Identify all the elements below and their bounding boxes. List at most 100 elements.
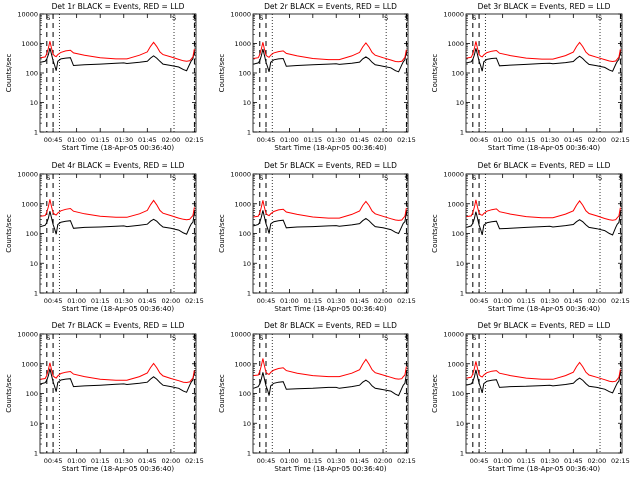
- saa-marker-label: S: [404, 14, 408, 22]
- chart-panel-1r: Det 1r BLACK = Events, RED = LLD 1 10 100 10…: [5, 2, 204, 152]
- x-tick-label: 00:45: [44, 297, 63, 305]
- saa-marker-label: S: [598, 14, 602, 22]
- x-tick-label: 01:15: [517, 457, 536, 465]
- series-line-events: [466, 211, 621, 236]
- x-tick-label: 01:30: [114, 457, 133, 465]
- x-tick-label: 01:30: [327, 457, 346, 465]
- y-axis-label: Counts/sec: [431, 214, 439, 253]
- y-axis-label: Counts/sec: [218, 54, 226, 93]
- chart-title: Det 1r BLACK = Events, RED = LLD: [52, 2, 185, 11]
- x-tick-label: 00:45: [257, 457, 276, 465]
- x-tick-label: 01:45: [350, 457, 369, 465]
- x-tick-label: 00:45: [470, 297, 489, 305]
- x-axis-label: Start Time (18-Apr-05 00:36:40): [488, 144, 600, 152]
- series-line-events: [253, 210, 407, 235]
- x-tick-label: 02:00: [588, 297, 607, 305]
- plot-frame: [39, 333, 197, 454]
- x-tick-label: 01:30: [540, 457, 559, 465]
- plot-frame: [252, 173, 409, 294]
- y-tick-label: 1: [34, 450, 38, 458]
- x-tick-label: 02:15: [611, 297, 630, 305]
- series-line-events: [253, 48, 407, 73]
- y-tick-label: 1: [460, 450, 464, 458]
- series-line-events: [466, 369, 621, 394]
- x-tick-label: 02:15: [397, 136, 416, 144]
- x-tick-label: 01:15: [91, 136, 110, 144]
- y-tick-label: 10000: [443, 11, 464, 19]
- y-tick-label: 100: [452, 230, 464, 238]
- y-tick-label: 1: [247, 129, 251, 137]
- x-tick-label: 02:00: [162, 457, 181, 465]
- x-tick-label: 01:00: [67, 136, 86, 144]
- y-tick-label: 1: [460, 129, 464, 137]
- series-line-events: [40, 211, 195, 235]
- y-tick-label: 10: [243, 99, 251, 107]
- x-axis-label: Start Time (18-Apr-05 00:36:40): [62, 144, 174, 152]
- x-tick-label: 02:00: [162, 136, 181, 144]
- y-tick-label: 1000: [234, 360, 251, 368]
- plot-frame: [465, 333, 623, 454]
- x-tick-label: 01:45: [564, 297, 583, 305]
- x-tick-label: 01:15: [517, 297, 536, 305]
- y-tick-label: 10000: [443, 171, 464, 179]
- y-axis-label: Counts/sec: [5, 374, 13, 413]
- x-tick-label: 01:15: [303, 136, 322, 144]
- x-tick-label: 01:15: [91, 457, 110, 465]
- x-axis-label: Start Time (18-Apr-05 00:36:40): [274, 144, 386, 152]
- saa-marker-label: S: [192, 14, 196, 22]
- saa-marker-label: S: [259, 174, 263, 182]
- saa-marker-label: S: [472, 14, 476, 22]
- x-tick-label: 00:45: [470, 136, 489, 144]
- chart-title: Det 8r BLACK = Events, RED = LLD: [264, 321, 397, 330]
- x-tick-label: 01:15: [517, 136, 536, 144]
- chart-panel-9r: Det 9r BLACK = Events, RED = LLD 1 10 100 10…: [431, 321, 630, 473]
- chart-title: Det 6r BLACK = Events, RED = LLD: [478, 161, 611, 170]
- plot-frame: [465, 13, 623, 133]
- x-tick-label: 01:30: [114, 136, 133, 144]
- x-tick-label: 02:15: [397, 457, 416, 465]
- x-axis-label: Start Time (18-Apr-05 00:36:40): [274, 305, 386, 313]
- y-tick-label: 1: [460, 290, 464, 298]
- y-tick-label: 100: [239, 230, 251, 238]
- x-tick-label: 01:00: [67, 297, 86, 305]
- x-tick-label: 01:30: [327, 297, 346, 305]
- saa-marker-label: S: [618, 174, 622, 182]
- x-tick-label: 02:00: [162, 297, 181, 305]
- y-tick-label: 1000: [447, 360, 464, 368]
- x-tick-label: 01:30: [540, 136, 559, 144]
- x-tick-label: 01:00: [493, 297, 512, 305]
- y-tick-label: 10: [30, 260, 38, 268]
- chart-panel-6r: Det 6r BLACK = Events, RED = LLD 1 10 100 10…: [431, 161, 630, 313]
- series-line-lld: [40, 362, 195, 384]
- x-axis-label: Start Time (18-Apr-05 00:36:40): [62, 305, 174, 313]
- y-tick-label: 10000: [230, 11, 251, 19]
- saa-marker-label: S: [192, 174, 196, 182]
- y-axis-label: Counts/sec: [5, 214, 13, 253]
- x-axis-label: Start Time (18-Apr-05 00:36:40): [274, 465, 386, 473]
- x-tick-label: 02:00: [374, 136, 393, 144]
- series-line-lld: [466, 199, 621, 221]
- y-tick-label: 10: [30, 99, 38, 107]
- x-tick-label: 01:45: [138, 297, 157, 305]
- plot-frame: [465, 173, 623, 294]
- y-tick-label: 10: [456, 99, 464, 107]
- saa-marker-label: S: [384, 334, 388, 342]
- x-tick-label: 01:30: [327, 136, 346, 144]
- y-tick-label: 1000: [234, 200, 251, 208]
- x-tick-label: 00:45: [257, 297, 276, 305]
- x-tick-label: 02:15: [611, 457, 630, 465]
- y-tick-label: 1: [34, 290, 38, 298]
- x-tick-label: 01:45: [564, 136, 583, 144]
- x-tick-label: 00:45: [44, 457, 63, 465]
- saa-marker-label: S: [384, 14, 388, 22]
- chart-panel-5r: Det 5r BLACK = Events, RED = LLD 1 10 100 10…: [218, 161, 416, 313]
- x-axis-label: Start Time (18-Apr-05 00:36:40): [488, 305, 600, 313]
- plot-frame: [252, 13, 409, 133]
- x-tick-label: 01:00: [280, 297, 299, 305]
- chart-title: Det 5r BLACK = Events, RED = LLD: [264, 161, 397, 170]
- x-tick-label: 01:45: [138, 136, 157, 144]
- x-tick-label: 00:45: [470, 457, 489, 465]
- series-line-lld: [40, 199, 195, 221]
- x-tick-label: 01:00: [280, 457, 299, 465]
